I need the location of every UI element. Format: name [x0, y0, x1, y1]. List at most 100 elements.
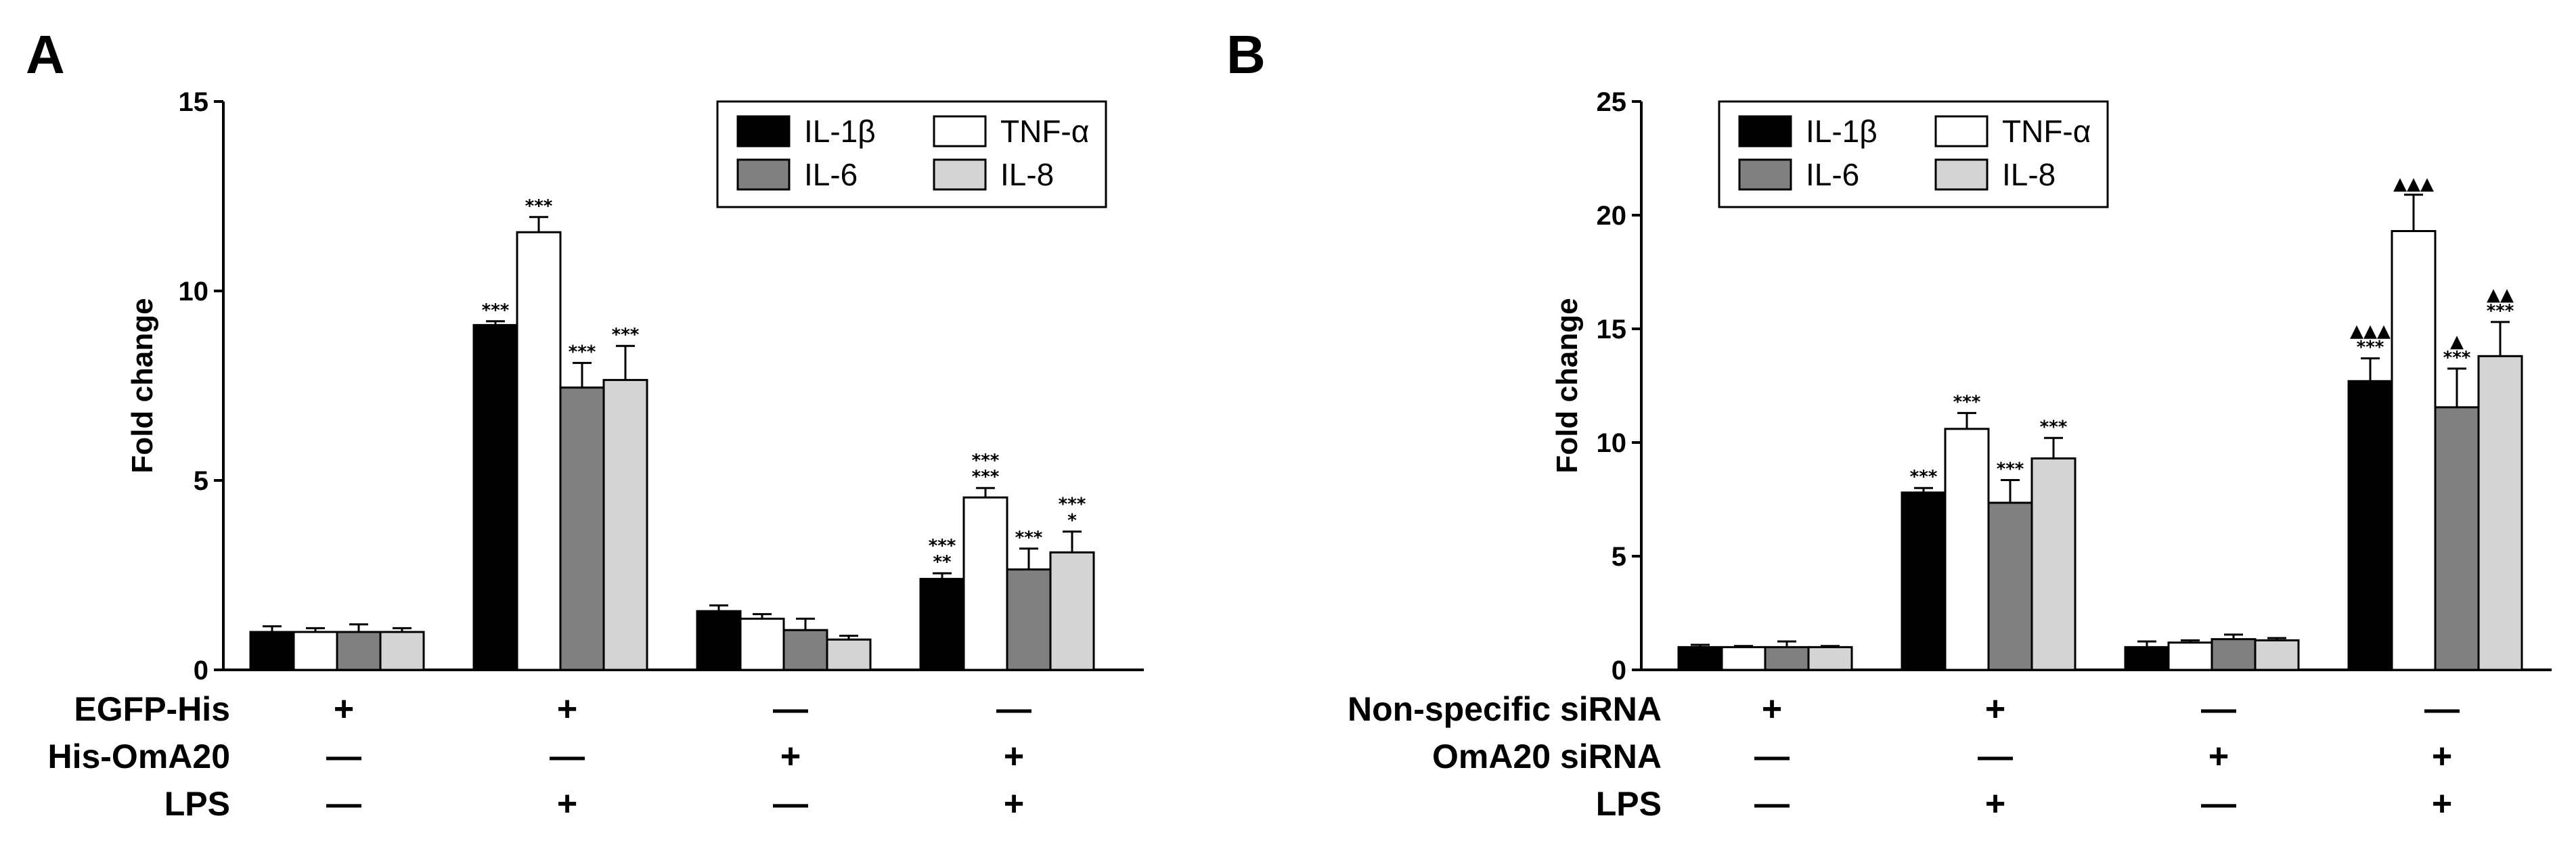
legend-swatch — [933, 115, 987, 148]
condition-symbol: + — [1762, 689, 1782, 729]
condition-symbol: + — [557, 689, 577, 729]
legend-swatch — [1934, 158, 1989, 191]
legend-swatch — [933, 158, 987, 191]
significance-mark: *** — [569, 342, 596, 362]
condition-label: His-OmA20 — [47, 738, 230, 775]
legend-label: IL-6 — [1806, 157, 1859, 192]
condition-label: OmA20 siRNA — [1432, 738, 1662, 775]
legend-label: IL-6 — [804, 157, 858, 192]
condition-symbol: + — [2208, 737, 2229, 776]
bar — [292, 631, 338, 671]
significance-mark: * — [1067, 511, 1077, 531]
y-tick-label: 20 — [1597, 201, 1627, 231]
bar — [739, 617, 785, 671]
legend-label: TNF-α — [1000, 114, 1089, 149]
condition-label: EGFP-His — [74, 690, 230, 728]
legend-swatch — [1934, 115, 1989, 148]
bar — [2124, 646, 2170, 671]
condition-label: Non-specific siRNA — [1348, 690, 1662, 728]
bar — [2391, 230, 2437, 671]
legend-label: IL-1β — [804, 114, 876, 149]
bar — [1677, 646, 1723, 671]
legend-swatch — [1738, 115, 1792, 148]
significance-mark: *** — [2357, 338, 2384, 358]
y-tick-label: 0 — [194, 656, 208, 685]
significance-mark: *** — [972, 451, 1000, 471]
bar — [516, 231, 562, 671]
bar — [1006, 568, 1052, 671]
significance-mark: *** — [1015, 528, 1043, 548]
condition-symbol: + — [1985, 784, 2005, 823]
condition-symbol: — — [2424, 689, 2460, 729]
y-axis-label: Fold change — [126, 298, 159, 473]
condition-symbol: — — [2201, 689, 2236, 729]
bar — [962, 496, 1008, 671]
significance-mark: *** — [2443, 348, 2471, 368]
condition-symbol: + — [1004, 737, 1024, 776]
bar — [2030, 457, 2077, 671]
legend-label: TNF-α — [2002, 114, 2091, 149]
bar — [2477, 355, 2523, 671]
significance-mark: ** — [933, 552, 952, 572]
bar — [1987, 501, 2033, 671]
y-tick-label: 10 — [179, 277, 209, 307]
panel-letter-b: B — [1226, 24, 1266, 85]
bar — [1764, 646, 1810, 671]
condition-symbol: — — [773, 689, 808, 729]
significance-mark: *** — [929, 536, 956, 556]
condition-symbol: + — [557, 784, 577, 823]
bar — [1049, 551, 1095, 671]
bar — [919, 578, 965, 671]
legend-label: IL-8 — [1000, 157, 1054, 192]
y-axis-label: Fold change — [1551, 298, 1584, 473]
bar — [2347, 380, 2393, 671]
bar — [826, 638, 872, 671]
legend-label: IL-8 — [2002, 157, 2056, 192]
significance-mark: *** — [972, 467, 1000, 487]
condition-symbol: + — [2432, 737, 2452, 776]
condition-label: LPS — [1596, 785, 1662, 823]
significance-mark: *** — [1910, 467, 1938, 487]
significance-mark: *** — [1953, 392, 1981, 412]
bar — [782, 629, 828, 671]
panel-letter-a: A — [26, 24, 65, 85]
y-tick-label: 5 — [1612, 542, 1626, 572]
y-tick-label: 10 — [1597, 428, 1627, 458]
condition-symbol: + — [1004, 784, 1024, 823]
bar — [379, 631, 425, 671]
condition-symbol: — — [1754, 737, 1790, 776]
condition-symbol: + — [780, 737, 801, 776]
bar — [696, 610, 742, 671]
significance-mark: *** — [525, 196, 553, 217]
significance-mark: ▲▲▲ — [2350, 321, 2391, 342]
significance-mark: *** — [1059, 495, 1086, 515]
y-tick-label: 15 — [179, 87, 209, 117]
bar — [602, 379, 648, 671]
significance-mark: *** — [2040, 417, 2068, 437]
condition-symbol: + — [334, 689, 354, 729]
condition-symbol: + — [2432, 784, 2452, 823]
bar — [249, 631, 295, 671]
significance-mark: ▲ — [2450, 332, 2464, 352]
bar — [2254, 639, 2300, 671]
significance-mark: *** — [612, 325, 640, 345]
legend-swatch — [1738, 158, 1792, 191]
bar — [1720, 646, 1767, 671]
bar — [559, 386, 605, 671]
legend-swatch — [736, 115, 791, 148]
condition-symbol: — — [1754, 784, 1790, 823]
significance-mark: *** — [2487, 301, 2514, 321]
y-tick-label: 15 — [1597, 315, 1627, 344]
significance-mark: *** — [1997, 459, 2024, 479]
bar — [2211, 638, 2257, 671]
bar — [2167, 641, 2213, 671]
condition-symbol: — — [1978, 737, 2013, 776]
significance-mark: *** — [482, 300, 510, 321]
bar — [1944, 428, 1990, 671]
condition-symbol: — — [550, 737, 585, 776]
bar — [2434, 406, 2480, 671]
significance-mark: ▲▲▲ — [2393, 174, 2434, 194]
